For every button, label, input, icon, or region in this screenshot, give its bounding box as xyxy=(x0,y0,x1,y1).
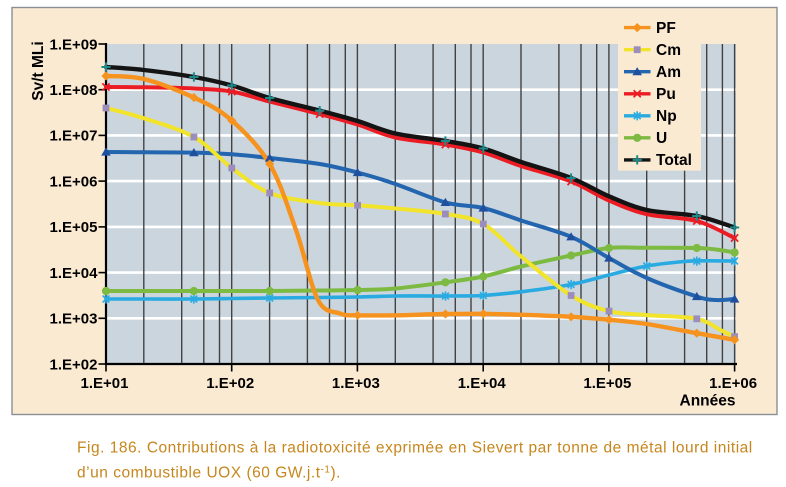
svg-text:U: U xyxy=(656,130,667,147)
svg-text:1.E+08: 1.E+08 xyxy=(50,82,98,99)
svg-text:d’un combustible UOX (60 GW.j.: d’un combustible UOX (60 GW.j.t-1). xyxy=(77,465,341,482)
svg-text:PF: PF xyxy=(656,20,676,37)
svg-text:1.E+06: 1.E+06 xyxy=(50,173,98,190)
svg-text:1.E+01: 1.E+01 xyxy=(81,375,129,392)
svg-text:Cm: Cm xyxy=(656,42,681,59)
svg-text:Pu: Pu xyxy=(656,86,676,103)
svg-text:Total: Total xyxy=(656,152,692,169)
svg-text:1.E+07: 1.E+07 xyxy=(50,128,98,145)
svg-text:Sv/t MLi: Sv/t MLi xyxy=(30,41,47,100)
svg-text:Np: Np xyxy=(656,108,677,125)
svg-text:1.E+04: 1.E+04 xyxy=(50,265,99,282)
svg-text:1.E+02: 1.E+02 xyxy=(206,375,254,392)
svg-text:Années: Années xyxy=(680,393,736,410)
svg-text:Fig. 186. Contributions à la r: Fig. 186. Contributions à la radiotoxici… xyxy=(77,440,753,457)
svg-text:1.E+02: 1.E+02 xyxy=(50,356,98,373)
svg-text:1.E+05: 1.E+05 xyxy=(50,219,98,236)
svg-text:1.E+03: 1.E+03 xyxy=(50,311,98,328)
svg-text:1.E+06: 1.E+06 xyxy=(709,375,757,392)
svg-text:1.E+09: 1.E+09 xyxy=(50,36,98,53)
svg-text:Am: Am xyxy=(656,64,681,81)
svg-text:1.E+03: 1.E+03 xyxy=(332,375,380,392)
svg-text:1.E+05: 1.E+05 xyxy=(583,375,631,392)
svg-text:1.E+04: 1.E+04 xyxy=(458,375,507,392)
